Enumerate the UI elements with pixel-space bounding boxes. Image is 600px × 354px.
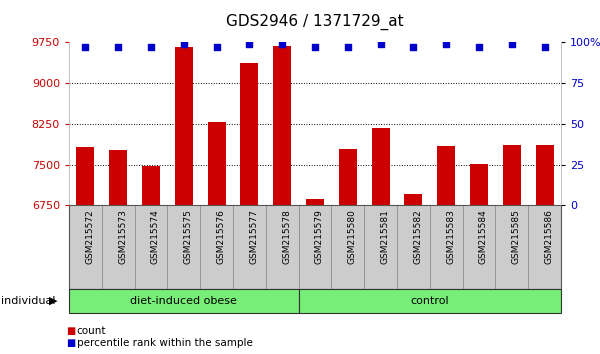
Bar: [102, 205, 134, 289]
Point: [245, 41, 254, 47]
Point: [277, 41, 287, 47]
Bar: [371, 128, 389, 205]
Text: GSM215574: GSM215574: [151, 210, 160, 264]
Bar: [364, 205, 397, 289]
Bar: [200, 205, 233, 289]
Bar: [463, 205, 496, 289]
Point: [80, 45, 90, 50]
Text: GSM215584: GSM215584: [479, 210, 488, 264]
Text: GSM215578: GSM215578: [282, 210, 291, 264]
Text: diet-induced obese: diet-induced obese: [130, 296, 237, 306]
Bar: [299, 205, 331, 289]
Text: ■: ■: [66, 338, 76, 348]
Bar: [134, 205, 167, 289]
Point: [474, 45, 484, 50]
Bar: [339, 149, 357, 205]
Bar: [528, 205, 561, 289]
Text: GSM215585: GSM215585: [512, 210, 521, 264]
Bar: [503, 145, 521, 205]
Text: GSM215572: GSM215572: [85, 210, 94, 264]
Bar: [233, 205, 266, 289]
Bar: [69, 205, 561, 289]
Bar: [208, 122, 226, 205]
Text: GSM215576: GSM215576: [217, 210, 226, 264]
Text: GSM215577: GSM215577: [250, 210, 259, 264]
Point: [310, 45, 320, 50]
Bar: [175, 47, 193, 205]
Bar: [496, 205, 528, 289]
Bar: [397, 205, 430, 289]
Bar: [109, 150, 127, 205]
Point: [113, 45, 123, 50]
Bar: [142, 166, 160, 205]
Text: GSM215583: GSM215583: [446, 210, 455, 264]
Text: GSM215575: GSM215575: [184, 210, 193, 264]
Bar: [306, 199, 324, 205]
Text: GSM215582: GSM215582: [413, 210, 422, 264]
Bar: [273, 46, 291, 205]
Point: [540, 45, 550, 50]
Bar: [404, 194, 422, 205]
Text: percentile rank within the sample: percentile rank within the sample: [77, 338, 253, 348]
Text: individual: individual: [1, 296, 56, 306]
Bar: [266, 205, 299, 289]
Text: GSM215586: GSM215586: [545, 210, 554, 264]
Bar: [536, 145, 554, 205]
Point: [507, 41, 517, 47]
Point: [442, 41, 451, 47]
Text: GSM215573: GSM215573: [118, 210, 127, 264]
Bar: [430, 205, 463, 289]
Text: ▶: ▶: [49, 296, 57, 306]
Point: [343, 45, 353, 50]
Bar: [69, 205, 102, 289]
Text: GSM215579: GSM215579: [315, 210, 324, 264]
Text: GSM215580: GSM215580: [348, 210, 357, 264]
Bar: [470, 164, 488, 205]
Bar: [437, 145, 455, 205]
Bar: [331, 205, 364, 289]
Bar: [167, 205, 200, 289]
Bar: [76, 147, 94, 205]
Text: GSM215581: GSM215581: [380, 210, 389, 264]
Point: [376, 41, 385, 47]
Bar: [241, 63, 259, 205]
Point: [212, 45, 221, 50]
Text: control: control: [410, 296, 449, 306]
Bar: [69, 289, 299, 313]
Text: GDS2946 / 1371729_at: GDS2946 / 1371729_at: [226, 14, 404, 30]
Point: [146, 45, 156, 50]
Text: ■: ■: [66, 326, 76, 336]
Bar: [299, 289, 561, 313]
Text: count: count: [77, 326, 106, 336]
Point: [179, 41, 188, 47]
Point: [409, 45, 418, 50]
